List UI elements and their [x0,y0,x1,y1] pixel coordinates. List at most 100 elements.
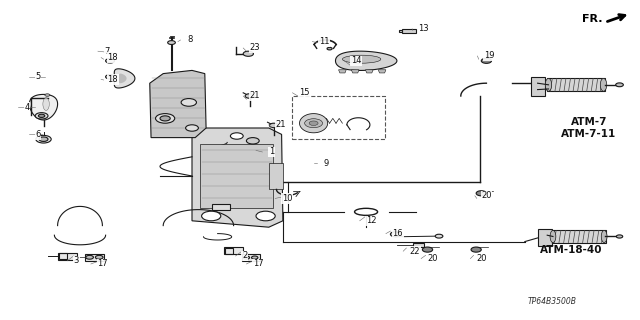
Text: 9: 9 [323,159,328,168]
Bar [547,78,605,91]
Polygon shape [351,70,359,73]
Circle shape [38,114,45,117]
Circle shape [243,256,250,259]
Text: 4: 4 [24,103,29,112]
Circle shape [256,211,275,221]
Text: 2: 2 [242,252,247,260]
Text: 21: 21 [275,120,285,129]
Circle shape [269,123,278,128]
Polygon shape [115,69,135,88]
Circle shape [327,47,332,50]
Bar [242,254,260,261]
Circle shape [245,94,254,98]
Bar [531,77,545,96]
Circle shape [471,247,481,252]
Text: 21: 21 [250,92,260,100]
Circle shape [95,255,103,259]
Text: 7: 7 [104,47,109,56]
Text: 17: 17 [97,260,108,268]
Circle shape [156,114,175,123]
Circle shape [181,99,196,106]
Text: 20: 20 [481,191,492,200]
Circle shape [230,133,243,139]
Circle shape [106,59,115,63]
Bar [552,230,606,243]
Text: 14: 14 [351,56,361,65]
Bar [212,204,230,210]
Text: 16: 16 [392,229,403,238]
Text: TP64B3500B: TP64B3500B [527,297,576,306]
Text: 12: 12 [366,216,376,225]
Circle shape [305,119,323,128]
Circle shape [390,232,401,237]
Polygon shape [335,51,397,70]
Circle shape [160,116,170,121]
Text: 15: 15 [299,88,309,97]
Text: 5: 5 [35,72,40,81]
Text: 6: 6 [35,130,40,139]
Bar [538,229,552,246]
Circle shape [86,255,93,259]
Circle shape [616,235,623,238]
Bar [402,29,416,33]
Circle shape [435,234,443,238]
Bar [413,243,424,247]
Bar [225,248,233,254]
Polygon shape [378,70,386,73]
Circle shape [309,121,318,125]
Bar [292,96,385,139]
Bar [59,253,67,259]
Polygon shape [43,98,49,110]
Circle shape [186,125,198,131]
Text: 11: 11 [319,37,329,46]
Text: ATM-7: ATM-7 [570,116,607,127]
Ellipse shape [602,230,607,243]
Text: 3: 3 [74,256,79,265]
Bar [399,30,402,32]
Text: 17: 17 [253,260,264,268]
Polygon shape [339,70,346,73]
Circle shape [168,41,175,44]
Text: 23: 23 [250,44,260,52]
Circle shape [202,211,221,221]
Text: 8: 8 [187,36,192,44]
Text: 18: 18 [108,75,118,84]
Ellipse shape [342,55,381,63]
Circle shape [422,247,433,252]
Text: ATM-18-40: ATM-18-40 [540,244,602,255]
Text: 1: 1 [269,148,274,156]
Bar [200,144,273,208]
Circle shape [476,191,486,196]
Bar [269,163,283,189]
Text: ATM-7-11: ATM-7-11 [561,129,616,139]
Text: 20: 20 [477,254,487,263]
Bar [58,253,77,260]
Polygon shape [192,128,283,227]
Text: 22: 22 [410,247,420,256]
Text: 10: 10 [282,194,292,203]
Bar [224,247,243,254]
Text: 19: 19 [484,52,494,60]
Circle shape [35,113,48,119]
Polygon shape [29,94,58,120]
Circle shape [252,256,258,259]
Text: 13: 13 [419,24,429,33]
Ellipse shape [545,78,552,91]
Circle shape [481,58,492,63]
Text: 20: 20 [428,254,438,263]
Bar [85,254,104,261]
Polygon shape [119,74,127,83]
Circle shape [36,135,51,143]
Ellipse shape [550,230,556,243]
Ellipse shape [600,78,607,91]
Circle shape [45,94,50,96]
Circle shape [243,51,253,56]
Circle shape [106,75,115,79]
Circle shape [246,138,259,144]
Polygon shape [150,70,206,138]
Text: FR.: FR. [582,13,603,24]
Circle shape [616,83,623,87]
Polygon shape [300,114,328,133]
Circle shape [39,137,48,141]
Text: 18: 18 [108,53,118,62]
